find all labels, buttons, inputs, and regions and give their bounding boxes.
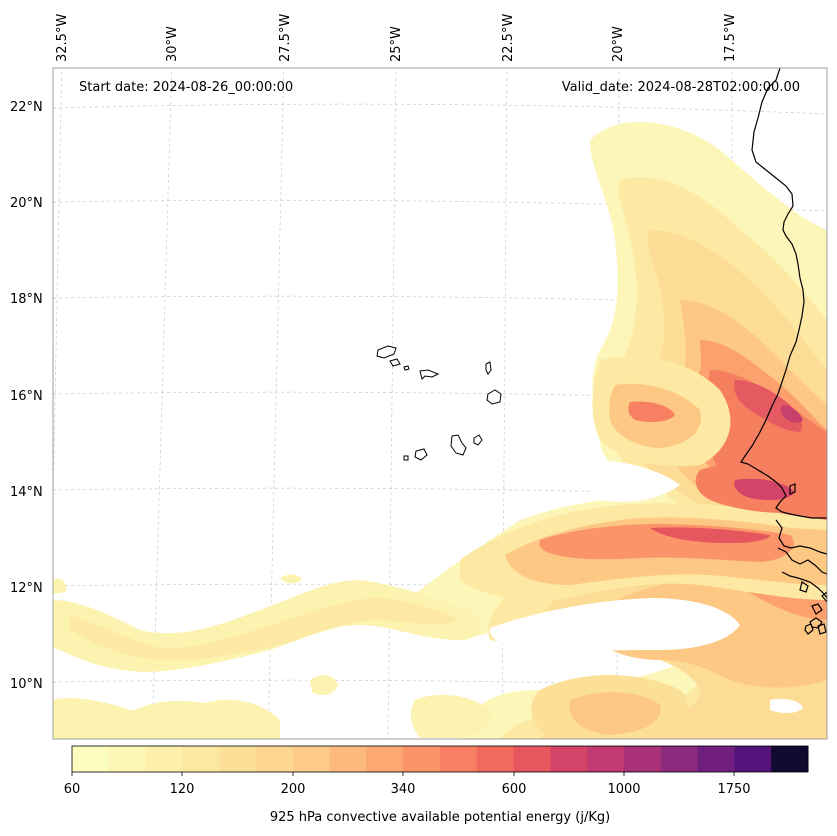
colorbar-title: 925 hPa convective available potential e… <box>270 810 610 825</box>
colorbar-cell <box>550 746 588 772</box>
colorbar-cell <box>697 746 735 772</box>
island-santo-antao <box>376 345 397 359</box>
island-fogo <box>414 448 428 461</box>
island-santa-luzia <box>403 365 410 371</box>
colorbar-border <box>71 745 809 773</box>
colorbar-tick-label: 1750 <box>717 782 750 797</box>
island-maio <box>473 434 483 446</box>
lon-label: 20°W <box>611 26 626 62</box>
colorbar-tick-label: 120 <box>170 782 195 797</box>
colorbar-cell <box>440 746 478 772</box>
colorbar-cell <box>329 746 367 772</box>
island-sal <box>485 361 492 375</box>
lon-label: 17.5°W <box>723 14 738 62</box>
colorbar-cell <box>476 746 515 772</box>
map-border <box>52 67 828 740</box>
colorbar-cell <box>108 746 147 772</box>
colorbar-cell <box>771 746 809 772</box>
colorbar-cell <box>182 746 220 772</box>
island-sao-vicente <box>389 358 401 367</box>
colorbar-cell <box>366 746 404 772</box>
longitude-labels: 32.5°W 30°W 27.5°W 25°W 22.5°W 20°W 17.5… <box>55 14 738 62</box>
cape-field <box>53 121 827 739</box>
colorbar-cell <box>513 746 551 772</box>
lat-label: 14°N <box>10 485 43 500</box>
lon-label: 27.5°W <box>278 14 293 62</box>
african-coastline <box>740 68 827 635</box>
colorbar-cell <box>72 746 110 772</box>
lat-label: 18°N <box>10 292 43 307</box>
island-boa-vista <box>486 389 502 405</box>
colorbar-cell <box>256 746 294 772</box>
colorbar-cell <box>660 746 699 772</box>
colorbar-cell <box>734 746 772 772</box>
colorbar-cell <box>219 746 257 772</box>
cape-verde-islands <box>376 345 502 461</box>
colorbar-tick-label: 340 <box>391 782 416 797</box>
start-date-label: Start date: 2024-08-26_00:00:00 <box>79 80 293 95</box>
lon-label: 30°W <box>165 26 180 62</box>
colorbar-tick-label: 200 <box>281 782 306 797</box>
lat-label: 10°N <box>10 677 43 692</box>
map-panel <box>53 68 827 739</box>
colorbar-tick-label: 60 <box>64 782 81 797</box>
colorbar-cell <box>587 746 625 772</box>
colorbar-tick-label: 1000 <box>607 782 640 797</box>
colorbar-ticks <box>71 772 735 776</box>
colorbar-tick-label: 600 <box>502 782 527 797</box>
colorbar-cell <box>145 746 183 772</box>
lon-label: 25°W <box>389 26 404 62</box>
colorbar: 60 120 200 340 600 1000 1750 925 hPa con… <box>64 745 809 825</box>
valid-date-label: Valid_date: 2024-08-28T02:00:00.00 <box>562 80 800 95</box>
lat-label: 16°N <box>10 389 43 404</box>
lon-label: 22.5°W <box>501 14 516 62</box>
island-sao-nicolau <box>419 369 440 380</box>
colorbar-cell <box>403 746 441 772</box>
latitude-labels: 22°N 20°N 18°N 16°N 14°N 12°N 10°N <box>10 100 43 692</box>
lat-label: 12°N <box>10 581 43 596</box>
colorbar-cell <box>624 746 662 772</box>
island-santiago <box>450 434 467 456</box>
lat-label: 22°N <box>10 100 43 115</box>
lon-label: 32.5°W <box>55 14 70 62</box>
colorbar-cell <box>292 746 331 772</box>
colorbar-cells <box>72 746 809 772</box>
lat-label: 20°N <box>10 196 43 211</box>
island-brava <box>403 455 409 461</box>
